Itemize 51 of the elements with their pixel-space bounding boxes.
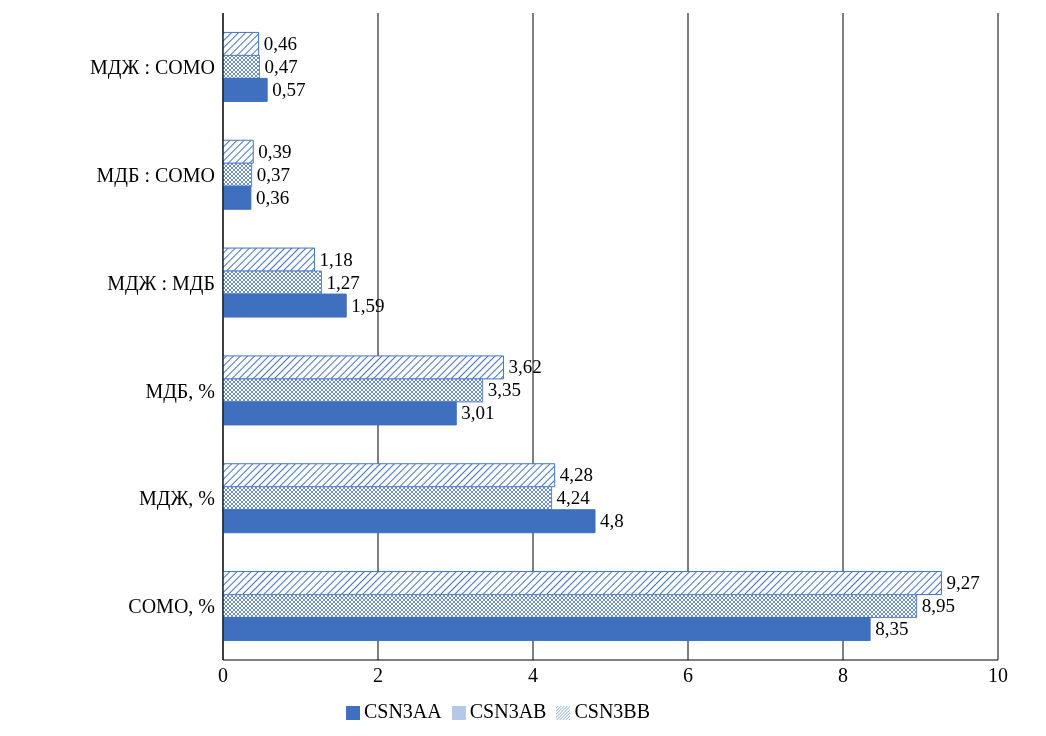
y-tick-label: МДЖ : СОМО <box>90 56 215 80</box>
legend-label: CSN3BB <box>574 700 651 722</box>
data-label: 0,47 <box>264 55 298 77</box>
bar <box>223 463 556 488</box>
data-label: 9,27 <box>946 572 980 594</box>
bar <box>223 54 260 79</box>
bar <box>223 162 253 187</box>
bar <box>223 77 268 102</box>
y-tick-label: МДЖ, % <box>138 487 215 511</box>
x-tick-label: 4 <box>528 664 538 687</box>
data-label: 0,46 <box>263 32 297 54</box>
y-tick-label: МДЖ : МДБ <box>107 271 215 295</box>
data-label: 8,35 <box>875 618 909 640</box>
legend-label: CSN3AA <box>363 700 442 722</box>
bar <box>223 247 315 272</box>
x-tick-label: 8 <box>838 664 848 687</box>
bar <box>223 617 871 642</box>
legend-label: CSN3AB <box>469 700 547 722</box>
data-label: 0,36 <box>255 186 290 208</box>
x-tick-label: 0 <box>218 664 228 687</box>
bar <box>223 185 252 210</box>
data-label: 4,8 <box>600 510 624 532</box>
y-tick-label: МДБ : СОМО <box>96 163 215 187</box>
data-label: 1,27 <box>326 271 360 293</box>
data-label: 0,39 <box>258 140 292 162</box>
bar <box>223 594 918 619</box>
x-tick-label: 6 <box>683 664 693 687</box>
bar <box>223 355 505 380</box>
bar <box>223 31 260 56</box>
bar <box>223 293 347 318</box>
bar <box>223 401 457 426</box>
data-label: 3,35 <box>487 379 521 401</box>
bar <box>223 509 596 534</box>
data-label: 8,95 <box>921 595 955 617</box>
bar <box>223 571 942 596</box>
data-label: 0,37 <box>256 163 290 185</box>
data-label: 3,62 <box>508 356 542 378</box>
y-tick-label: МДБ, % <box>145 379 215 403</box>
bar <box>223 139 254 164</box>
x-tick-label: 10 <box>988 664 1008 687</box>
data-label: 4,28 <box>559 464 593 486</box>
data-label: 4,24 <box>556 487 591 509</box>
y-tick-label: СОМО, % <box>128 595 215 618</box>
bar <box>223 378 484 403</box>
x-tick-label: 2 <box>373 664 383 687</box>
bar <box>223 486 553 511</box>
data-label: 1,59 <box>351 294 385 316</box>
data-label: 0,57 <box>272 78 306 100</box>
data-label: 3,01 <box>461 402 495 424</box>
bar <box>223 270 322 295</box>
data-label: 1,18 <box>319 248 353 270</box>
